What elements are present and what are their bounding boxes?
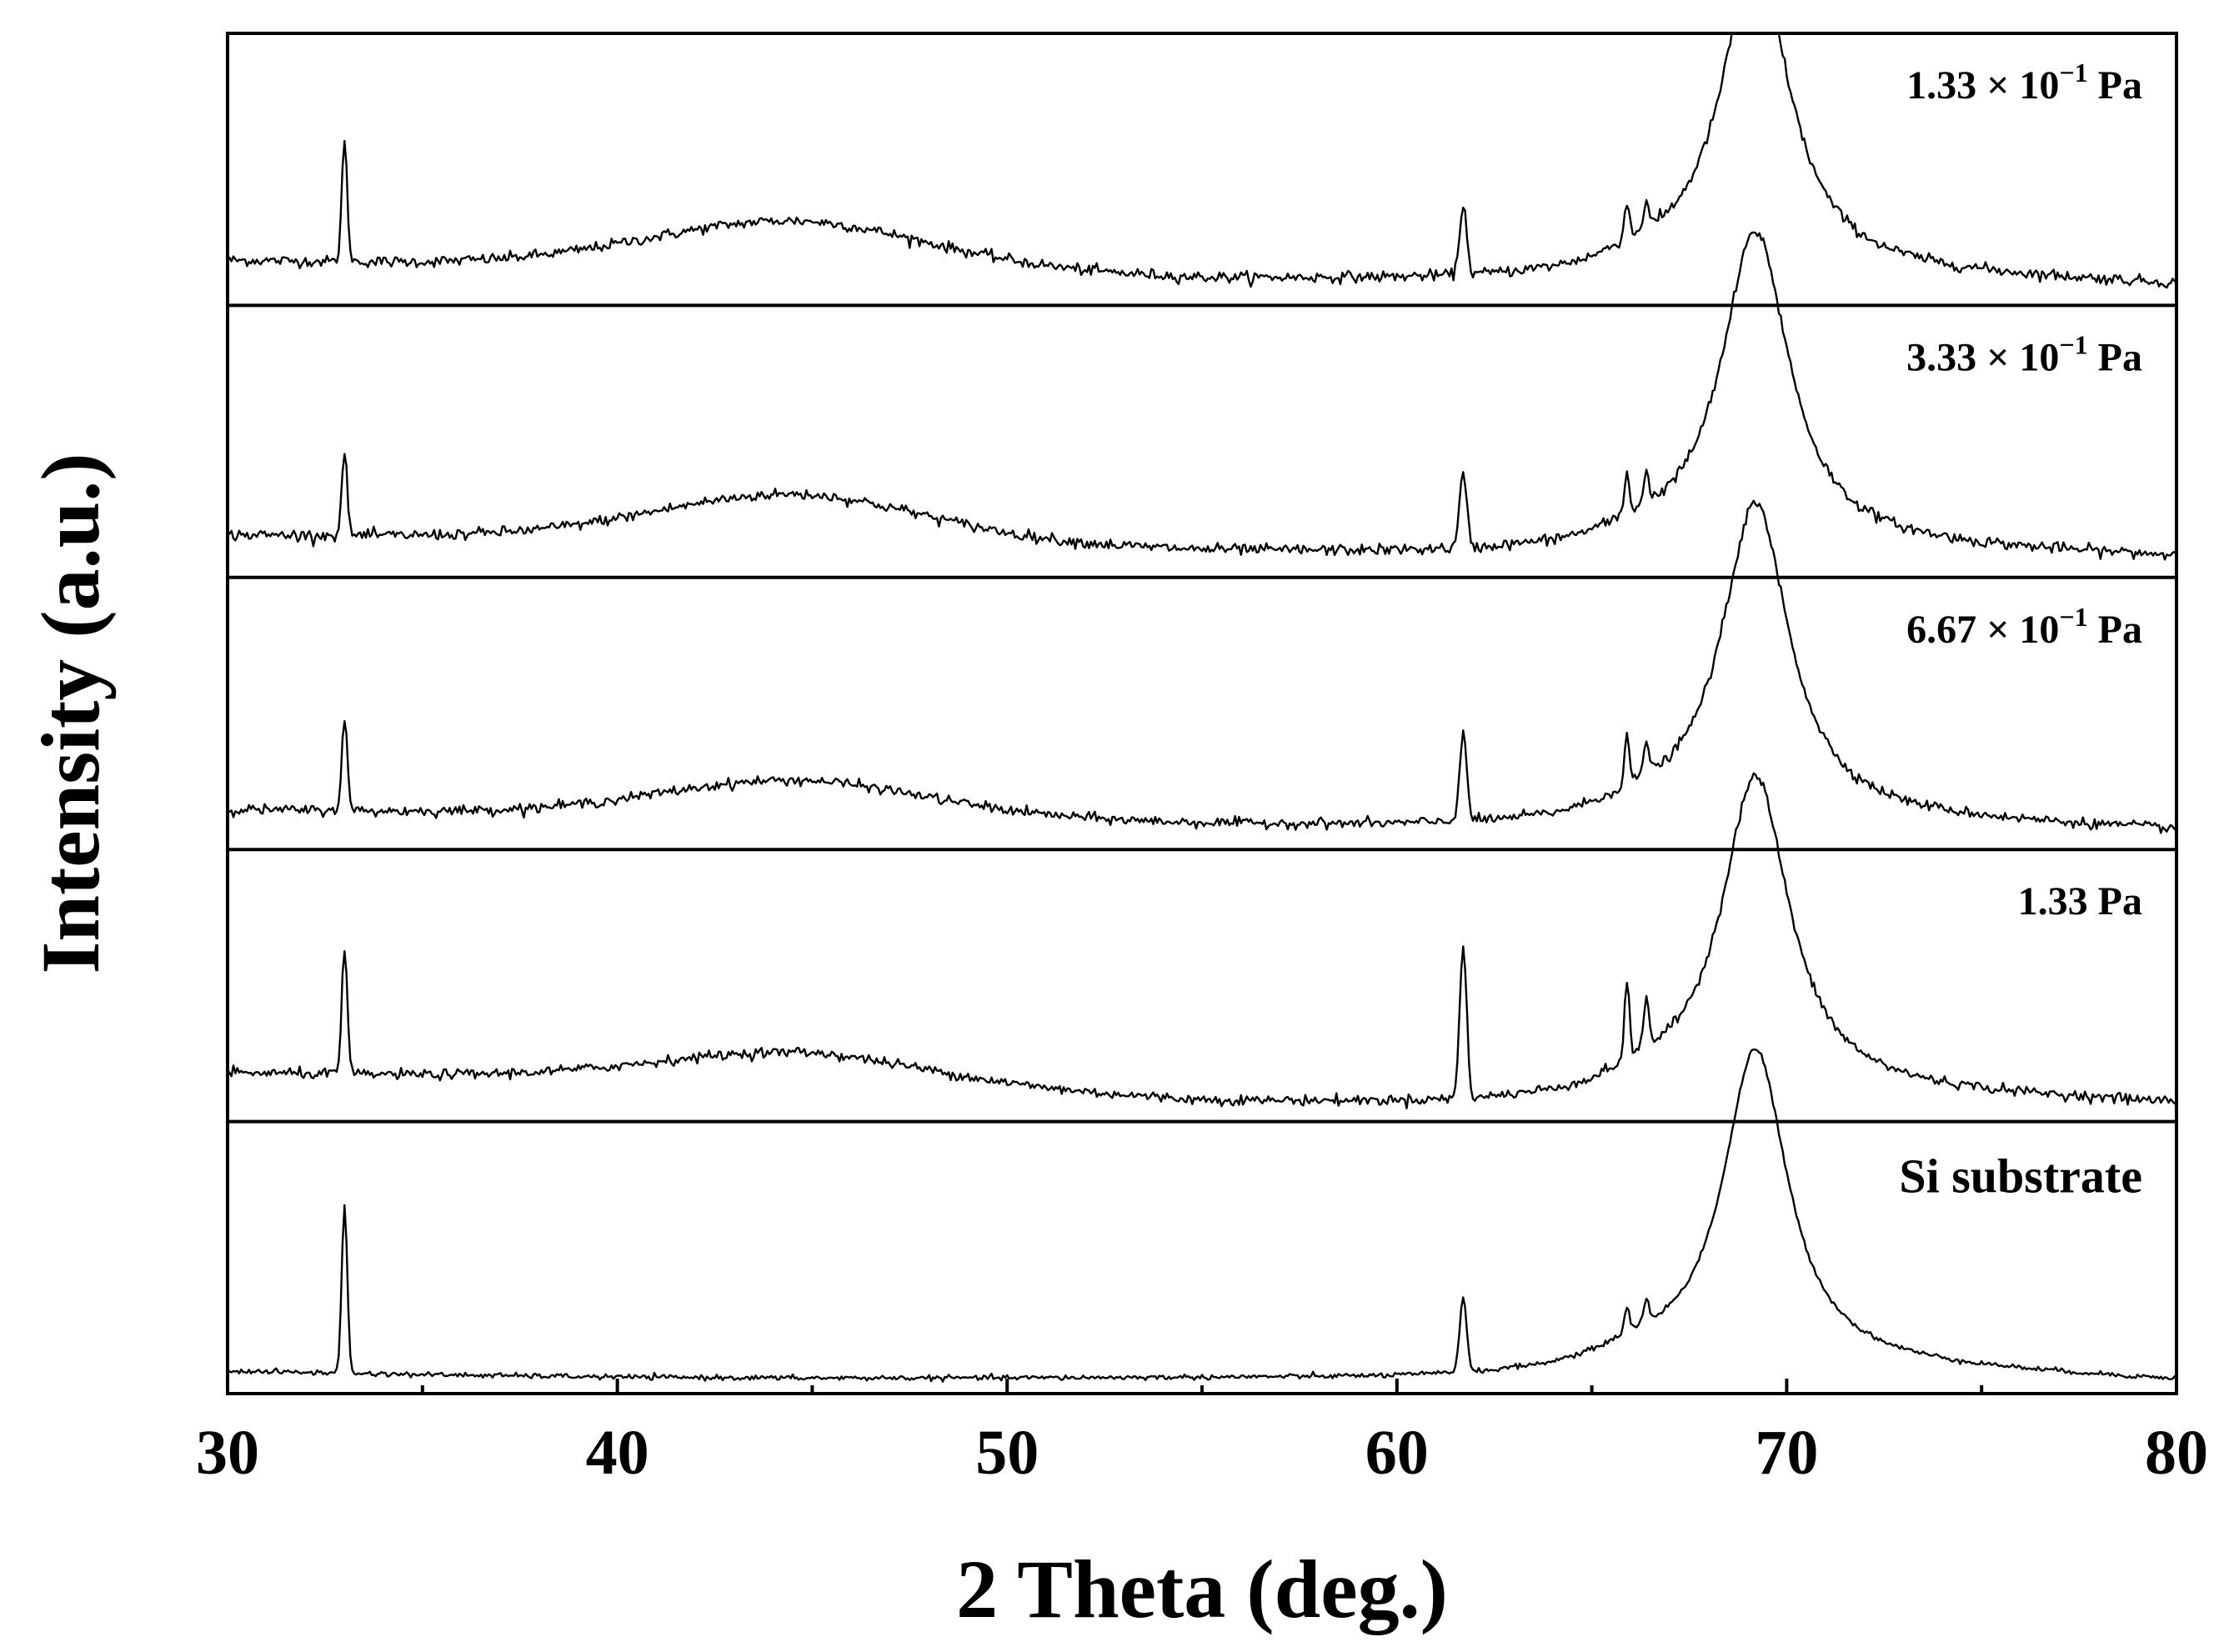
series-line-3 bbox=[228, 499, 2176, 834]
x-tick-label: 30 bbox=[196, 1418, 259, 1488]
traces-group bbox=[228, 33, 2176, 1383]
x-tick-label: 70 bbox=[1755, 1418, 1818, 1488]
series-label-1: 1.33 × 10−1 Pa bbox=[1906, 58, 2142, 108]
x-tick-label: 60 bbox=[1365, 1418, 1429, 1488]
x-tick-label: 40 bbox=[586, 1418, 649, 1488]
panel-dividers bbox=[228, 303, 2176, 1124]
x-tick-label: 80 bbox=[2145, 1418, 2208, 1488]
series-line-2 bbox=[228, 231, 2176, 561]
series-line-5 bbox=[228, 1048, 2176, 1383]
x-tick-label: 50 bbox=[975, 1418, 1039, 1488]
series-label-4: 1.33 Pa bbox=[2018, 879, 2142, 924]
x-axis-ticks: 30 40 50 60 70 80 bbox=[196, 1379, 2208, 1488]
series-line-4 bbox=[228, 772, 2176, 1109]
series-label-3: 6.67 × 10−1 Pa bbox=[1906, 602, 2142, 652]
x-axis-title: 2 Theta (deg.) bbox=[956, 1543, 1448, 1635]
series-label-2: 3.33 × 10−1 Pa bbox=[1906, 329, 2142, 379]
plot-frame bbox=[226, 32, 2178, 1395]
panel-labels: 1.33 × 10−1 Pa 3.33 × 10−1 Pa 6.67 × 10−1 … bbox=[1899, 58, 2142, 1204]
y-axis-title: Intensity (a.u.) bbox=[24, 453, 117, 974]
series-label-5: Si substrate bbox=[1899, 1149, 2142, 1204]
series-line-1 bbox=[228, 33, 2176, 289]
